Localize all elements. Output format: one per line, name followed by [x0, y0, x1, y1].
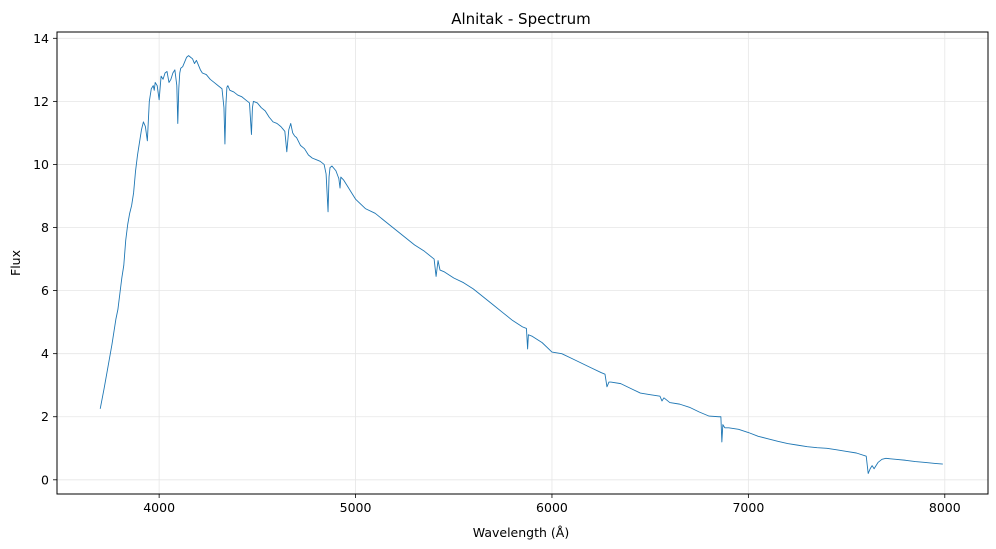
plot-frame: [56, 31, 989, 495]
x-tick-label: 6000: [536, 500, 568, 515]
y-tick-label: 4: [41, 346, 49, 361]
x-axis: 4000 5000 6000 7000 8000: [143, 494, 961, 515]
series-layer: [99, 55, 943, 474]
x-tick-label: 5000: [340, 500, 372, 515]
x-tick-label: 7000: [732, 500, 764, 515]
chart-title: Alnitak - Spectrum: [451, 10, 591, 28]
y-axis-label: Flux: [8, 250, 23, 276]
y-tick-label: 8: [41, 220, 49, 235]
y-tick-label: 12: [33, 94, 49, 109]
grid: [57, 32, 988, 494]
x-tick-label: 4000: [143, 500, 175, 515]
y-tick-label: 2: [41, 409, 49, 424]
y-tick-label: 6: [41, 283, 49, 298]
y-axis: 0 2 4 6 8 10 12 14: [33, 31, 57, 487]
x-tick-label: 8000: [929, 500, 961, 515]
y-tick-label: 0: [41, 472, 49, 487]
y-tick-label: 14: [33, 31, 49, 46]
spectrum-line: [99, 55, 943, 474]
y-tick-label: 10: [33, 157, 49, 172]
x-axis-label: Wavelength (Å): [473, 525, 569, 540]
